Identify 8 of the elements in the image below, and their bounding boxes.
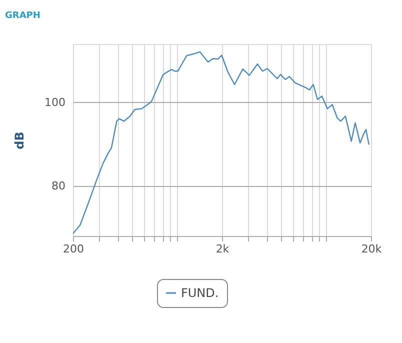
y-tick-label: 80: [52, 179, 66, 192]
chart-title: GRAPH: [5, 11, 40, 21]
y-tick-label: 100: [44, 96, 66, 109]
y-axis-title: dB: [12, 132, 27, 150]
x-tick-label: 200: [63, 242, 84, 256]
x-tick-label: 2k: [216, 242, 230, 256]
x-tick-label: 20k: [361, 242, 382, 256]
legend-label: FUND.: [181, 286, 219, 300]
